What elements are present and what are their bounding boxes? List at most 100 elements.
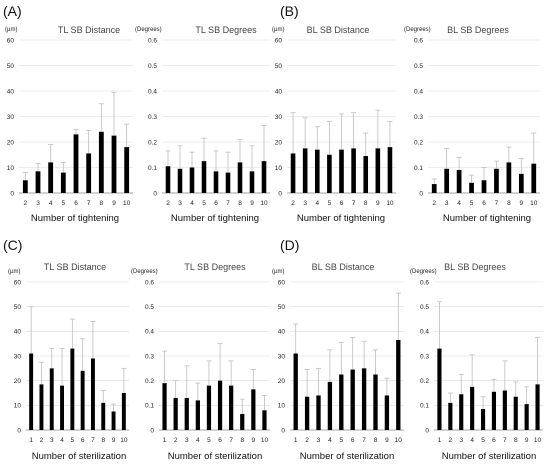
x-tick-label: 3 (50, 437, 54, 444)
x-axis-label: Number of sterilization (168, 451, 263, 462)
x-tick-label: 3 (317, 437, 321, 444)
x-tick-label: 1 (163, 437, 167, 444)
y-tick-label: 0.6 (414, 37, 423, 44)
x-tick-label: 2 (40, 437, 44, 444)
bar (293, 353, 298, 430)
bar (22, 180, 28, 193)
x-tick-label: 10 (530, 200, 538, 207)
y-tick-label: 30 (275, 114, 283, 121)
bar (327, 381, 333, 430)
x-axis-label: Number of tightening (171, 213, 259, 224)
bar (86, 153, 92, 193)
y-tick-label: 10 (278, 403, 286, 410)
bar (351, 148, 356, 193)
y-tick-label: 50 (275, 63, 283, 70)
x-tick-label: 1 (294, 437, 298, 444)
y-tick-label: 0.1 (145, 403, 154, 410)
y-tick-label: 0.2 (145, 378, 154, 385)
x-tick-label: 10 (395, 437, 403, 444)
y-tick-label: 30 (7, 114, 15, 121)
y-tick-label: 40 (14, 329, 22, 336)
bar (49, 368, 54, 430)
y-tick-label: 0.5 (148, 63, 157, 70)
bar (361, 368, 367, 430)
bar (502, 390, 507, 430)
x-tick-label: 5 (207, 437, 211, 444)
x-tick-label: 2 (166, 200, 170, 207)
bar (217, 380, 223, 430)
y-tick-label: 50 (14, 304, 22, 311)
bar (80, 370, 85, 430)
bar (195, 400, 200, 430)
y-tick-label: 20 (7, 139, 15, 146)
bar (237, 162, 243, 193)
bar (111, 135, 117, 193)
y-tick-label: 0.1 (420, 403, 429, 410)
bar (70, 348, 75, 430)
bar (251, 389, 256, 430)
y-tick-label: 40 (275, 88, 283, 95)
chart-bl-degrees-sterilization: 0 0.1 0.2 0.3 0.4 0.5 0.6 1 2 3 4 5 6 7 8 9 10 BL SB Degr… (410, 262, 543, 462)
x-tick-label: 4 (315, 200, 319, 207)
bar (165, 166, 171, 193)
x-tick-label: 2 (432, 200, 436, 207)
y-tick-label: 10 (275, 165, 283, 172)
chart-title: BL SB Distance (312, 262, 375, 272)
x-tick-label: 7 (229, 437, 233, 444)
x-tick-label: 3 (185, 437, 189, 444)
y-tick-label: 50 (278, 304, 286, 311)
chart-tl-degrees-tightening: 0 0.1 0.2 0.3 0.4 0.5 0.6 2 3 4 5 6 7 8 9 10 TL SB Degre… (135, 25, 270, 224)
bar (469, 182, 474, 193)
x-tick-label: 9 (385, 437, 389, 444)
y-tick-label: 40 (278, 329, 286, 336)
x-axis-label: Number of sterilization (32, 451, 127, 462)
x-tick-label: 4 (457, 200, 461, 207)
panel-letter-d: (D) (280, 237, 299, 253)
x-tick-label: 4 (49, 200, 53, 207)
bar (124, 147, 130, 193)
panel-letter-a: (A) (3, 3, 22, 19)
bar (431, 184, 437, 193)
bar (35, 171, 41, 193)
x-tick-label: 7 (226, 200, 230, 207)
y-tick-label: 60 (275, 37, 283, 44)
bar (444, 168, 450, 193)
y-tick-label: 0.4 (420, 329, 429, 336)
bar (448, 402, 453, 430)
bar (437, 348, 442, 430)
y-tick-label: 0.6 (148, 37, 157, 44)
y-tick-label: 0.3 (145, 353, 154, 360)
x-tick-label: 7 (87, 200, 91, 207)
bar (90, 358, 95, 430)
x-tick-label: 6 (492, 437, 496, 444)
y-tick-label: 20 (14, 378, 22, 385)
y-tick-label: 0.4 (414, 88, 423, 95)
x-tick-label: 10 (534, 437, 542, 444)
y-tick-label: 0.6 (145, 279, 154, 286)
x-tick-label: 6 (74, 200, 78, 207)
y-tick-label: 0.4 (148, 88, 157, 95)
x-tick-label: 8 (240, 437, 244, 444)
bar (384, 395, 390, 430)
x-tick-label: 10 (386, 200, 394, 207)
x-axis-label: Number of tightening (443, 213, 531, 224)
x-tick-label: 10 (123, 200, 131, 207)
bar (261, 161, 267, 193)
y-tick-label: 30 (14, 353, 22, 360)
x-tick-label: 9 (520, 200, 524, 207)
y-unit-label: (Degrees) (410, 269, 437, 275)
bar (480, 409, 486, 430)
x-tick-label: 6 (340, 200, 344, 207)
x-tick-label: 6 (482, 200, 486, 207)
x-tick-label: 5 (202, 200, 206, 207)
bar (189, 167, 195, 193)
y-tick-label: 0.5 (420, 304, 429, 311)
y-tick-label: 0 (10, 190, 14, 197)
x-tick-label: 6 (214, 200, 218, 207)
y-tick-label: 0.1 (148, 165, 157, 172)
bar (491, 391, 497, 430)
y-unit-label: (µm) (5, 27, 17, 33)
bar (177, 168, 183, 193)
bar (518, 173, 524, 193)
